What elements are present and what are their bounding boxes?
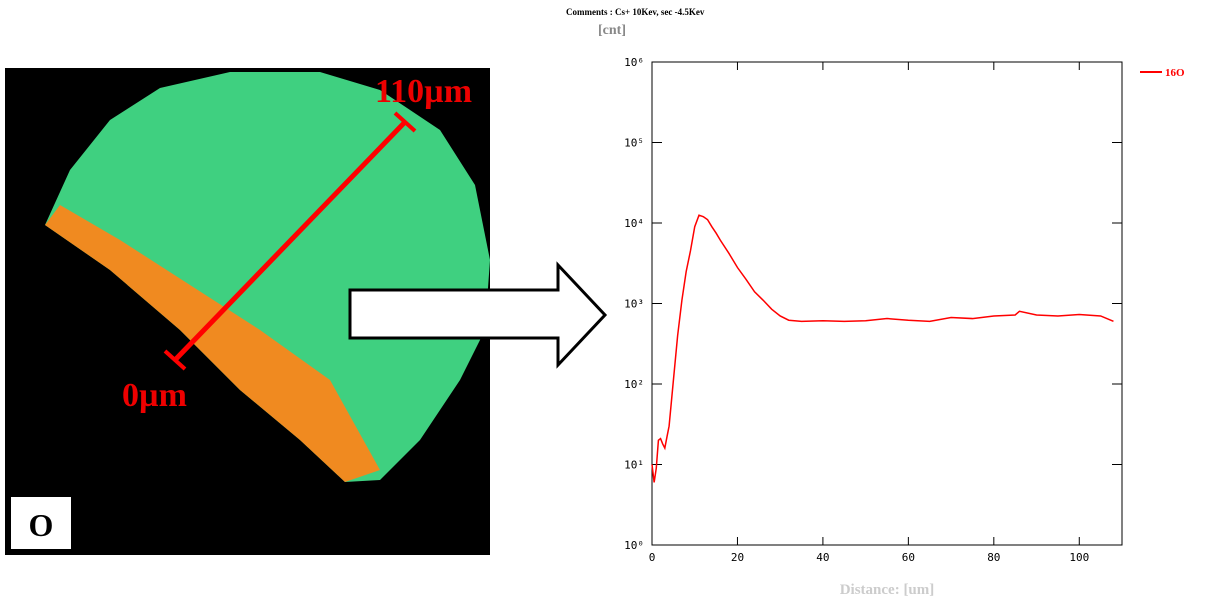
- y-tick-label: 10⁶: [624, 56, 644, 69]
- grain: [45, 72, 490, 482]
- y-axis-label: [cnt]: [598, 23, 626, 38]
- scale-start-label: 0µm: [122, 377, 187, 414]
- x-tick-label: 80: [987, 551, 1000, 564]
- chart-title: Comments : Cs+ 10Kev, sec -4.5Kev: [566, 7, 705, 17]
- arrow: [348, 261, 608, 369]
- x-tick-label: 60: [902, 551, 915, 564]
- plot-frame: [651, 61, 1123, 546]
- profile-end: [163, 349, 187, 371]
- data-line: [651, 214, 1114, 483]
- y-tick-label: 10¹: [624, 459, 644, 472]
- profile-line: [173, 120, 407, 362]
- y-tick-label: 10²: [624, 378, 644, 391]
- y-tick-label: 10⁰: [624, 539, 644, 552]
- x-axis-label: Distance: [um]: [840, 582, 935, 598]
- y-tick-label: 10³: [624, 298, 644, 311]
- x-tick-label: 100: [1069, 551, 1089, 564]
- x-tick-label: 0: [649, 551, 656, 564]
- y-tick-label: 10⁴: [624, 217, 644, 230]
- x-tick-label: 20: [731, 551, 744, 564]
- y-tick-label: 10⁵: [624, 137, 644, 150]
- scale-end-label: 110µm: [375, 73, 472, 110]
- oxide-band: [45, 205, 380, 482]
- legend-label: 16O: [1165, 67, 1185, 79]
- x-tick-label: 40: [816, 551, 829, 564]
- label-box: [11, 497, 71, 549]
- element-label: O: [29, 507, 54, 543]
- profile-end: [393, 111, 417, 133]
